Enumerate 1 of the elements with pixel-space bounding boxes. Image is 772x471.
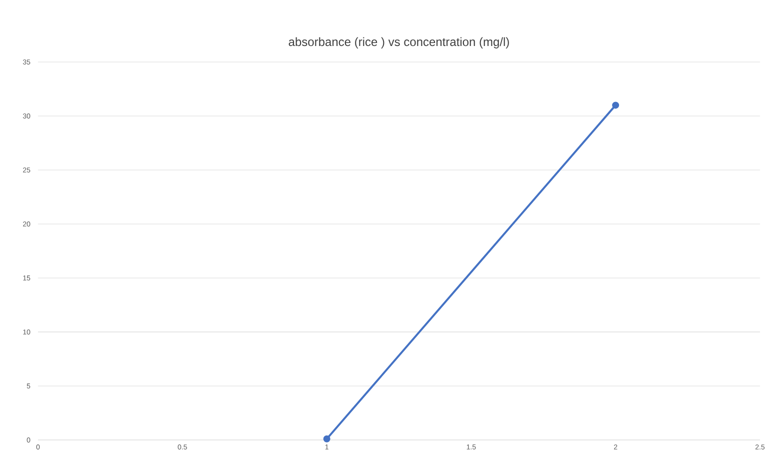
chart-title: absorbance (rice ) vs concentration (mg/l): [288, 37, 509, 48]
